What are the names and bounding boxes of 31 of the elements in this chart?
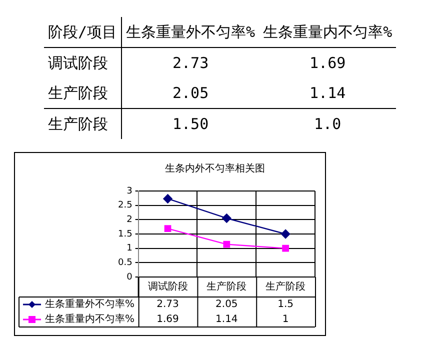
x-tick-label: 生产阶段 bbox=[206, 280, 247, 293]
text: 2.73 bbox=[171, 53, 210, 74]
y-tick-label: 0.5 bbox=[118, 258, 132, 268]
data-label: 2.73 bbox=[156, 299, 179, 310]
text: 调试阶段 bbox=[44, 48, 122, 78]
text: 1.69 bbox=[308, 53, 347, 74]
data-label: 1 bbox=[282, 314, 289, 326]
chart-title: 生条内外不匀率相关图 bbox=[165, 162, 265, 175]
data-label: 1.69 bbox=[156, 314, 179, 326]
text: 生产阶段 bbox=[44, 108, 122, 139]
text: 1.50 bbox=[171, 114, 210, 135]
data-label: 1.5 bbox=[278, 299, 294, 310]
text: 生条重量内不匀率% bbox=[259, 17, 396, 48]
y-tick-label: 1.5 bbox=[118, 229, 132, 240]
text: 1.14 bbox=[259, 78, 396, 108]
y-tick-label: 0 bbox=[126, 272, 133, 282]
y-tick-label: 3 bbox=[126, 186, 132, 196]
x-tick-label: 调试阶段 bbox=[148, 280, 188, 293]
text: 1.0 bbox=[313, 114, 342, 135]
legend-label: 生条重量外不匀率% bbox=[45, 298, 135, 310]
legend-label: 生条重量内不匀率% bbox=[45, 313, 135, 326]
data-label: 1.14 bbox=[216, 314, 238, 326]
y-tick-label: 2.5 bbox=[118, 200, 132, 211]
text: 生产阶段 bbox=[44, 78, 122, 108]
x-tick-label: 生产阶段 bbox=[266, 280, 306, 293]
text: 阶段/项目 bbox=[44, 17, 122, 48]
data-label: 2.05 bbox=[216, 299, 238, 310]
y-tick-label: 1 bbox=[126, 244, 132, 254]
y-tick-label: 2 bbox=[126, 215, 132, 226]
text: 生条重量外不匀率% bbox=[122, 17, 260, 48]
text: 2.05 bbox=[122, 78, 260, 108]
